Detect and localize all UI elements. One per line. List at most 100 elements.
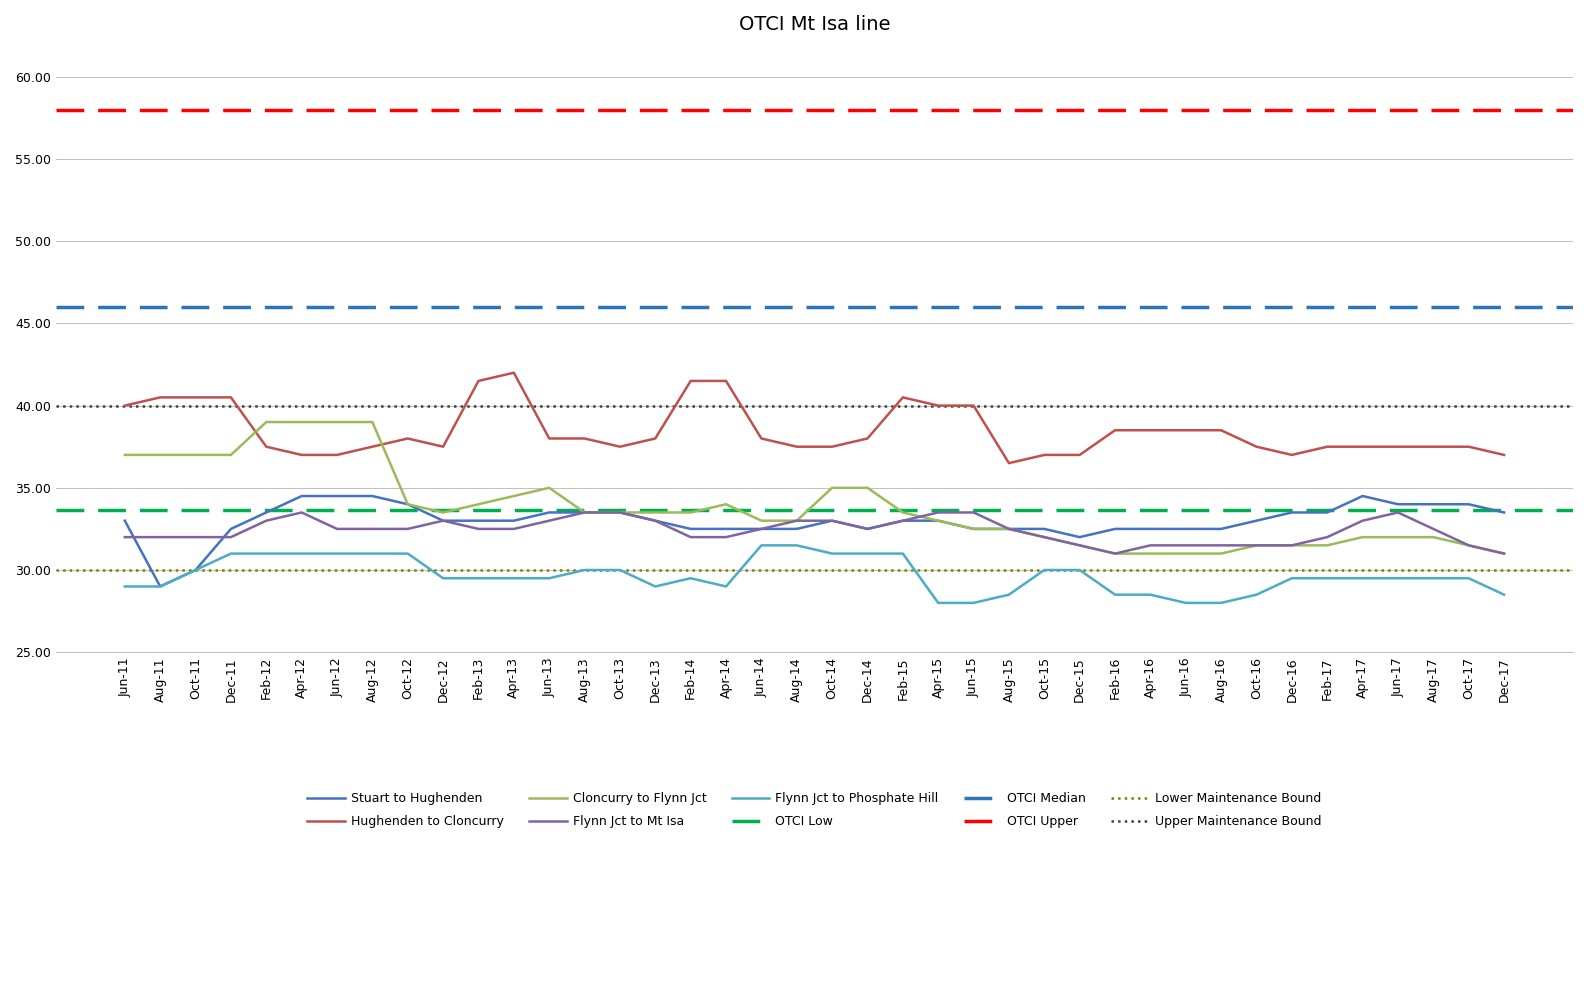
- Flynn Jct to Phosphate Hill: [575, 564, 594, 576]
- Hughenden to Cloncurry: [823, 441, 842, 453]
- Cloncurry to Flynn Jct: [468, 498, 488, 510]
- Flynn Jct to Phosphate Hill: [186, 564, 205, 576]
- Stuart to Hughenden: [929, 515, 948, 527]
- Hughenden to Cloncurry: [1105, 424, 1124, 436]
- Hughenden to Cloncurry: [964, 400, 983, 412]
- Cloncurry to Flynn Jct: [751, 515, 770, 527]
- Hughenden to Cloncurry: [1494, 449, 1513, 460]
- Flynn Jct to Phosphate Hill: [1140, 589, 1159, 601]
- Hughenden to Cloncurry: [858, 433, 877, 445]
- Stuart to Hughenden: [362, 490, 381, 502]
- Cloncurry to Flynn Jct: [610, 507, 629, 519]
- Flynn Jct to Mt Isa: [894, 515, 913, 527]
- Hughenden to Cloncurry: [929, 400, 948, 412]
- Flynn Jct to Phosphate Hill: [823, 547, 842, 559]
- Flynn Jct to Mt Isa: [1035, 532, 1054, 543]
- Hughenden to Cloncurry: [788, 441, 807, 453]
- Stuart to Hughenden: [186, 564, 205, 576]
- Stuart to Hughenden: [1318, 507, 1337, 519]
- Hughenden to Cloncurry: [362, 441, 381, 453]
- Flynn Jct to Mt Isa: [999, 523, 1018, 535]
- Cloncurry to Flynn Jct: [540, 482, 559, 494]
- Flynn Jct to Phosphate Hill: [116, 581, 135, 593]
- Flynn Jct to Phosphate Hill: [788, 539, 807, 551]
- Flynn Jct to Mt Isa: [327, 523, 346, 535]
- Hughenden to Cloncurry: [575, 433, 594, 445]
- Flynn Jct to Phosphate Hill: [964, 597, 983, 609]
- Flynn Jct to Phosphate Hill: [540, 572, 559, 584]
- Cloncurry to Flynn Jct: [1424, 532, 1443, 543]
- Flynn Jct to Phosphate Hill: [929, 597, 948, 609]
- Flynn Jct to Phosphate Hill: [999, 589, 1018, 601]
- Flynn Jct to Phosphate Hill: [1388, 572, 1407, 584]
- Flynn Jct to Phosphate Hill: [1177, 597, 1196, 609]
- Cloncurry to Flynn Jct: [1494, 547, 1513, 559]
- Cloncurry to Flynn Jct: [823, 482, 842, 494]
- Stuart to Hughenden: [999, 523, 1018, 535]
- Flynn Jct to Mt Isa: [1388, 507, 1407, 519]
- Cloncurry to Flynn Jct: [292, 416, 311, 428]
- Hughenden to Cloncurry: [151, 391, 170, 403]
- Cloncurry to Flynn Jct: [362, 416, 381, 428]
- Stuart to Hughenden: [1212, 523, 1231, 535]
- Cloncurry to Flynn Jct: [186, 449, 205, 460]
- Flynn Jct to Phosphate Hill: [1318, 572, 1337, 584]
- Hughenden to Cloncurry: [681, 375, 700, 387]
- Flynn Jct to Phosphate Hill: [1247, 589, 1266, 601]
- Flynn Jct to Phosphate Hill: [1353, 572, 1372, 584]
- Stuart to Hughenden: [540, 507, 559, 519]
- Hughenden to Cloncurry: [1283, 449, 1302, 460]
- Hughenden to Cloncurry: [1388, 441, 1407, 453]
- Hughenden to Cloncurry: [1140, 424, 1159, 436]
- Flynn Jct to Mt Isa: [292, 507, 311, 519]
- Flynn Jct to Mt Isa: [788, 515, 807, 527]
- Flynn Jct to Phosphate Hill: [646, 581, 665, 593]
- Flynn Jct to Mt Isa: [116, 532, 135, 543]
- Flynn Jct to Phosphate Hill: [610, 564, 629, 576]
- Flynn Jct to Phosphate Hill: [257, 547, 276, 559]
- Cloncurry to Flynn Jct: [1212, 547, 1231, 559]
- Hughenden to Cloncurry: [1318, 441, 1337, 453]
- Flynn Jct to Phosphate Hill: [894, 547, 913, 559]
- Flynn Jct to Phosphate Hill: [1035, 564, 1054, 576]
- Flynn Jct to Mt Isa: [964, 507, 983, 519]
- Hughenden to Cloncurry: [540, 433, 559, 445]
- OTCI Low: [116, 504, 135, 516]
- Hughenden to Cloncurry: [716, 375, 735, 387]
- Stuart to Hughenden: [327, 490, 346, 502]
- OTCI Median: [116, 301, 135, 313]
- Cloncurry to Flynn Jct: [681, 507, 700, 519]
- Flynn Jct to Phosphate Hill: [1494, 589, 1513, 601]
- Flynn Jct to Mt Isa: [929, 507, 948, 519]
- Cloncurry to Flynn Jct: [894, 507, 913, 519]
- Cloncurry to Flynn Jct: [257, 416, 276, 428]
- Hughenden to Cloncurry: [646, 433, 665, 445]
- Hughenden to Cloncurry: [1459, 441, 1478, 453]
- Cloncurry to Flynn Jct: [1388, 532, 1407, 543]
- Cloncurry to Flynn Jct: [327, 416, 346, 428]
- Hughenden to Cloncurry: [751, 433, 770, 445]
- Stuart to Hughenden: [399, 498, 418, 510]
- Flynn Jct to Phosphate Hill: [1212, 597, 1231, 609]
- Hughenden to Cloncurry: [1247, 441, 1266, 453]
- Cloncurry to Flynn Jct: [646, 507, 665, 519]
- Flynn Jct to Mt Isa: [1318, 532, 1337, 543]
- Stuart to Hughenden: [858, 523, 877, 535]
- Upper Maintenance Bound: [151, 400, 170, 412]
- Hughenden to Cloncurry: [999, 457, 1018, 469]
- Stuart to Hughenden: [964, 523, 983, 535]
- Stuart to Hughenden: [1177, 523, 1196, 535]
- Flynn Jct to Mt Isa: [858, 523, 877, 535]
- Flynn Jct to Mt Isa: [540, 515, 559, 527]
- Hughenden to Cloncurry: [1177, 424, 1196, 436]
- Flynn Jct to Mt Isa: [1105, 547, 1124, 559]
- Hughenden to Cloncurry: [221, 391, 240, 403]
- Stuart to Hughenden: [1070, 532, 1089, 543]
- Cloncurry to Flynn Jct: [999, 523, 1018, 535]
- Flynn Jct to Phosphate Hill: [434, 572, 453, 584]
- Stuart to Hughenden: [116, 515, 135, 527]
- Flynn Jct to Mt Isa: [646, 515, 665, 527]
- Line: Stuart to Hughenden: Stuart to Hughenden: [125, 496, 1504, 587]
- Flynn Jct to Mt Isa: [1212, 539, 1231, 551]
- Hughenden to Cloncurry: [292, 449, 311, 460]
